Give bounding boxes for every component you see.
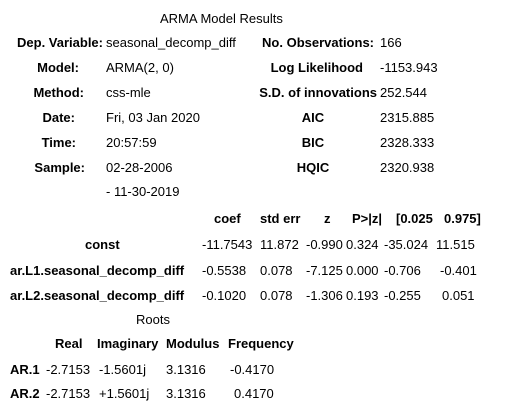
sample-start-value: 02-28-2006 <box>106 160 173 175</box>
method-value: css-mle <box>106 85 151 100</box>
table-cell: -0.401 <box>440 263 477 278</box>
date-label: Date: <box>42 110 75 125</box>
roots-real-header: Real <box>55 336 83 351</box>
row-name-const: const <box>85 237 120 252</box>
table-cell: 3.1316 <box>166 362 206 377</box>
log-likelihood-value: -1153.943 <box>380 60 438 75</box>
table-cell: -0.255 <box>384 288 421 303</box>
sd-innovations-label: S.D. of innovations <box>259 85 377 100</box>
sd-innovations-value: 252.544 <box>380 85 427 100</box>
hqic-value: 2320.938 <box>380 160 435 175</box>
coef-header: coef <box>214 211 241 226</box>
row-name-ar-l1: ar.L1.seasonal_decomp_diff <box>10 263 185 278</box>
bic-label: BIC <box>301 135 325 150</box>
aic-label: AIC <box>301 110 325 125</box>
table-cell: -0.5538 <box>202 263 247 278</box>
table-cell: -7.125 <box>306 263 343 278</box>
model-value: ARMA(2, 0) <box>106 60 174 75</box>
date-value: Fri, 03 Jan 2020 <box>106 110 200 125</box>
table-cell: 0.078 <box>260 263 293 278</box>
z-header: z <box>324 211 331 226</box>
n-obs-value: 166 <box>380 35 402 50</box>
table-cell: -0.990 <box>306 237 343 252</box>
table-cell: 11.515 <box>436 237 475 252</box>
table-cell: -0.706 <box>384 263 421 278</box>
p-value-header: P>|z| <box>352 211 383 226</box>
table-cell: 0.193 <box>346 288 379 303</box>
table-cell: 0.051 <box>442 288 475 303</box>
table-title: ARMA Model Results <box>160 11 283 26</box>
n-obs-label: No. Observations: <box>262 35 374 50</box>
sample-label: Sample: <box>34 160 85 175</box>
table-cell: 0.000 <box>346 263 379 278</box>
table-cell: -2.7153 <box>46 386 91 401</box>
time-label: Time: <box>41 135 76 150</box>
sample-end-value: - 11-30-2019 <box>106 184 180 199</box>
table-cell: -1.5601j <box>99 362 146 377</box>
std-err-header: std err <box>260 211 301 226</box>
model-label: Model: <box>37 60 79 75</box>
table-cell: -0.1020 <box>202 288 247 303</box>
roots-modulus-header: Modulus <box>166 336 220 351</box>
log-likelihood-label: Log Likelihood <box>270 60 363 75</box>
row-name-ar-l2: ar.L2.seasonal_decomp_diff <box>10 288 185 303</box>
ci-lower-header: [0.025 <box>396 211 433 226</box>
table-cell: -1.306 <box>306 288 343 303</box>
ci-upper-header: 0.975] <box>444 211 481 226</box>
table-cell: -35.024 <box>384 237 429 252</box>
dep-variable-value: seasonal_decomp_diff <box>106 35 236 50</box>
table-cell: -0.4170 <box>230 362 275 377</box>
bic-value: 2328.333 <box>380 135 435 150</box>
table-cell: -11.7543 <box>202 237 253 252</box>
method-label: Method: <box>33 85 84 100</box>
roots-frequency-header: Frequency <box>228 336 294 351</box>
row-name-ar1: AR.1 <box>10 362 40 377</box>
table-cell: +1.5601j <box>99 386 150 401</box>
table-cell: 0.324 <box>346 237 379 252</box>
table-cell: 3.1316 <box>166 386 206 401</box>
table-cell: 11.872 <box>260 237 299 252</box>
roots-imaginary-header: Imaginary <box>97 336 159 351</box>
row-name-ar2: AR.2 <box>10 386 40 401</box>
dep-variable-label: Dep. Variable: <box>17 35 103 50</box>
aic-value: 2315.885 <box>380 110 435 125</box>
table-cell: 0.078 <box>260 288 293 303</box>
roots-title: Roots <box>136 312 170 327</box>
table-cell: 0.4170 <box>234 386 274 401</box>
hqic-label: HQIC <box>296 160 330 175</box>
table-cell: -2.7153 <box>46 362 91 377</box>
time-value: 20:57:59 <box>106 135 157 150</box>
